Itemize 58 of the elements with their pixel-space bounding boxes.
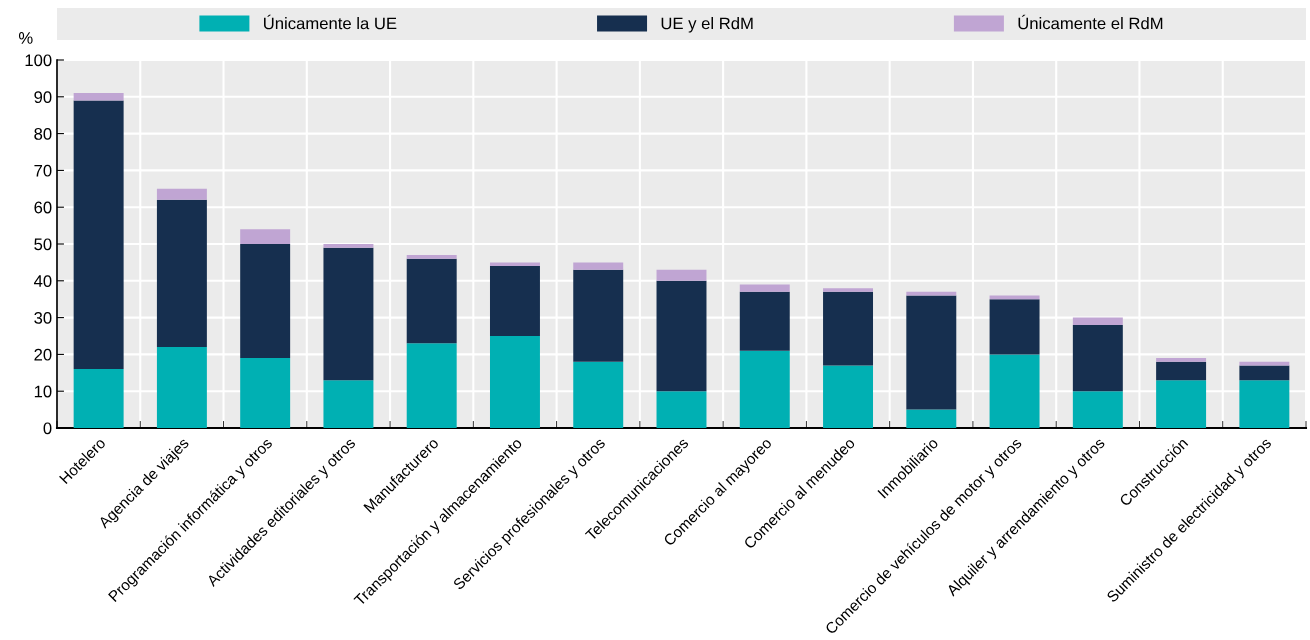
y-tick-label: 80 [34, 128, 52, 140]
bar [323, 247, 374, 381]
bar [656, 269, 707, 281]
y-tick-label: 90 [34, 91, 52, 103]
bar [240, 244, 291, 359]
y-tick-label: 60 [34, 201, 52, 214]
bar [240, 358, 291, 428]
bar [323, 244, 374, 248]
y-tick-label: 10 [34, 385, 52, 398]
bar [156, 199, 207, 348]
bar [1072, 317, 1123, 325]
bar [823, 291, 874, 366]
bar [989, 299, 1040, 355]
bar [906, 409, 957, 428]
bar [1156, 361, 1207, 381]
y-tick-label: 70 [34, 164, 52, 177]
bar [989, 354, 1040, 428]
bar [1156, 358, 1207, 362]
bar [656, 280, 707, 392]
bar [906, 291, 957, 296]
bar [573, 262, 624, 270]
bar [406, 255, 457, 259]
bar [1239, 380, 1290, 428]
legend-label: Únicamente la UE [264, 14, 397, 30]
bar [1072, 324, 1123, 392]
bar [739, 291, 790, 351]
bar [739, 284, 790, 292]
bar [573, 269, 624, 362]
bar [823, 365, 874, 428]
bar [489, 266, 540, 336]
legend-label: UE y el RdM [661, 17, 753, 33]
legend-label: Únicamente el RdM [1018, 14, 1163, 30]
bar [1239, 365, 1290, 381]
bar [73, 100, 124, 370]
bar [489, 336, 540, 428]
bar [73, 369, 124, 428]
bar [323, 380, 374, 428]
bar [906, 295, 957, 410]
y-tick-label: 20 [34, 348, 52, 361]
bar [656, 391, 707, 428]
bar [573, 361, 624, 428]
bar [73, 93, 124, 101]
bar [406, 258, 457, 344]
y-axis-title: % [18, 32, 33, 44]
y-tick-label: 30 [34, 312, 52, 324]
y-tick-label: 0 [43, 422, 52, 435]
bar [823, 288, 874, 292]
bar [1072, 391, 1123, 428]
bar [489, 262, 540, 267]
bar [156, 188, 207, 200]
bar [1156, 380, 1207, 428]
bar [739, 350, 790, 428]
y-tick-label: 100 [25, 54, 52, 67]
y-tick-label: 50 [34, 238, 52, 251]
bar [240, 229, 291, 244]
bar [406, 343, 457, 428]
bar [156, 347, 207, 428]
y-tick-label: 40 [33, 275, 52, 287]
